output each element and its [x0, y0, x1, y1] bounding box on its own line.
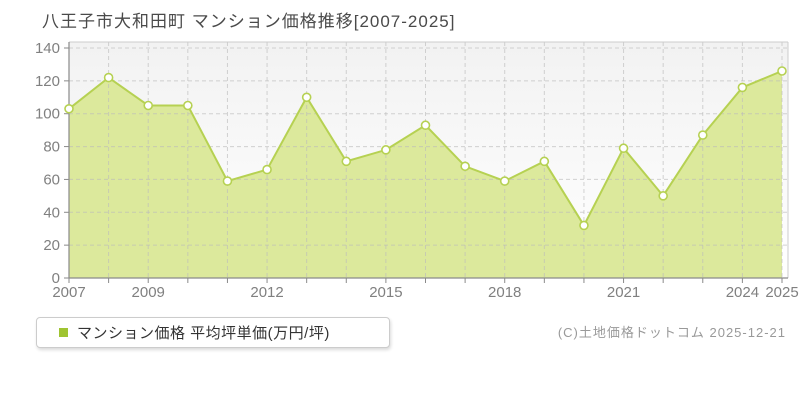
- data-point[interactable]: [539, 156, 550, 167]
- price-trend-chart[interactable]: 0 20 40 60 80 100 120 140 2007 2009 2012 2015 2018 20…: [0, 0, 800, 310]
- data-point[interactable]: [143, 100, 154, 111]
- data-point[interactable]: [103, 72, 114, 83]
- y-axis-label: 100: [35, 106, 60, 123]
- data-point[interactable]: [777, 66, 787, 76]
- data-point[interactable]: [460, 161, 470, 172]
- data-point[interactable]: [341, 156, 352, 167]
- data-point[interactable]: [737, 82, 748, 93]
- x-axis-label: 2018: [488, 284, 521, 301]
- y-axis-label: 60: [43, 171, 60, 188]
- x-axis-label: 2007: [52, 284, 85, 301]
- data-point[interactable]: [420, 120, 431, 131]
- y-axis-label: 40: [43, 204, 60, 221]
- x-axis-label: 2025: [765, 284, 798, 301]
- x-axis-label: 2012: [250, 284, 283, 301]
- y-axis-label: 120: [35, 73, 60, 90]
- legend-label: マンション価格 平均坪単価(万円/坪): [77, 325, 330, 342]
- y-axis-label: 140: [35, 40, 60, 57]
- data-point[interactable]: [499, 176, 510, 186]
- x-axis-label: 2015: [369, 284, 402, 301]
- y-axis-label: 20: [43, 237, 60, 254]
- data-point[interactable]: [64, 103, 74, 114]
- data-point[interactable]: [658, 191, 668, 201]
- x-axis-label: 2024: [726, 284, 759, 301]
- data-point[interactable]: [301, 92, 312, 103]
- data-point[interactable]: [618, 143, 629, 154]
- x-axis-label: 2021: [607, 284, 640, 301]
- legend-marker-icon: [59, 328, 68, 337]
- data-point[interactable]: [222, 176, 233, 186]
- data-point[interactable]: [183, 100, 193, 111]
- copyright-credit: (C)土地価格ドットコム 2025-12-21: [557, 325, 786, 340]
- data-point[interactable]: [262, 164, 272, 175]
- y-axis-label: 0: [52, 270, 60, 287]
- price-area-fill: [69, 71, 782, 278]
- chart-title: 八王子市大和田町 マンション価格推移[2007-2025]: [42, 12, 456, 31]
- data-point[interactable]: [381, 145, 391, 155]
- legend: マンション価格 平均坪単価(万円/坪): [36, 317, 390, 348]
- x-axis-label: 2009: [132, 284, 165, 301]
- y-axis-label: 80: [43, 139, 60, 156]
- data-point[interactable]: [697, 130, 708, 140]
- data-point[interactable]: [579, 220, 589, 231]
